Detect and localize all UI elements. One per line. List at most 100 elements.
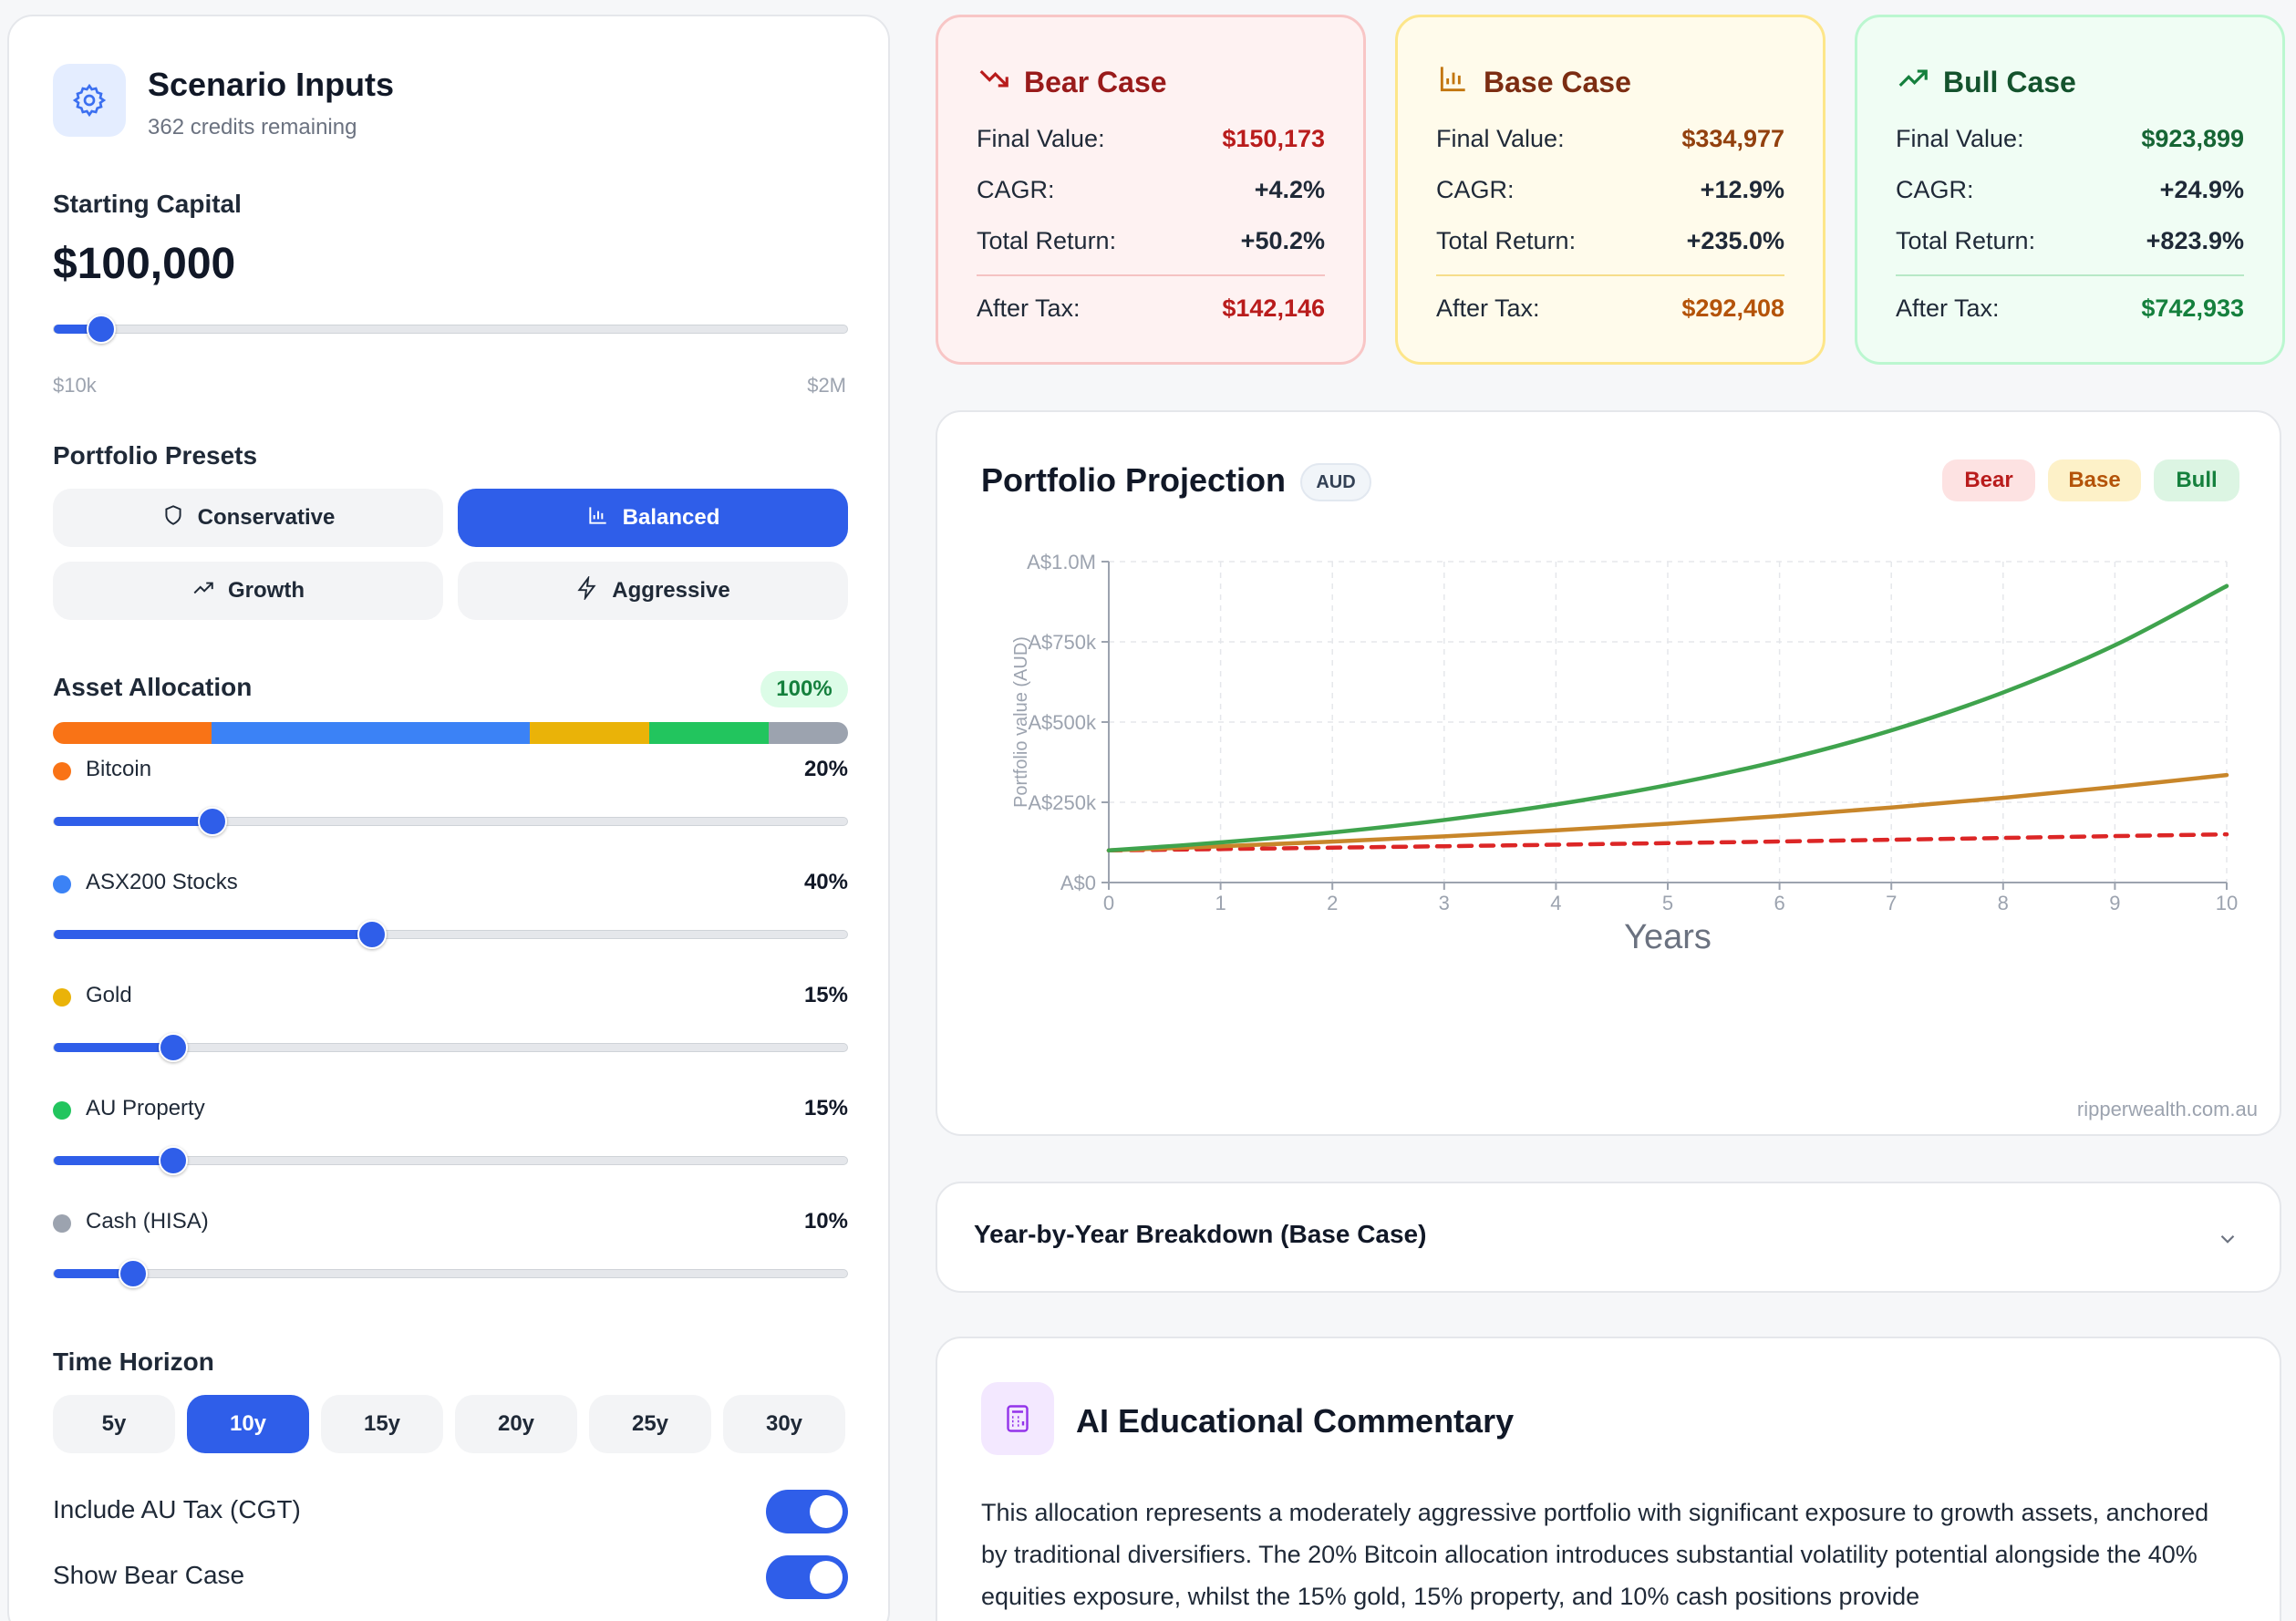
bear-final-value: $150,173 [1222,125,1325,152]
bull-final-value: $923,899 [2141,125,2244,152]
asset-color-dot [53,988,71,1007]
x-tick-label: 5 [1662,892,1673,914]
horizon-button-5y[interactable]: 5y [53,1395,175,1453]
bull-case-title: Bull Case [1943,65,2076,98]
allocation-segment [768,722,848,744]
bar-chart-icon [1436,61,1471,103]
asset-percent: 15% [803,1096,848,1120]
preset-label: Aggressive [612,578,730,603]
preset-growth-button[interactable]: Growth [53,562,443,620]
starting-capital-value: $100,000 [53,240,236,288]
asset-row: Gold 15% [53,979,848,1016]
lightning-icon [575,574,599,606]
asset-allocation-label: Asset Allocation [53,673,253,701]
final-value-label: Final Value: [977,125,1105,152]
total-return-label: Total Return: [1436,227,1577,254]
currency-badge: AUD [1300,463,1371,501]
series-line-bear [1106,831,2229,853]
gear-icon [53,64,126,137]
after-tax-label: After Tax: [977,294,1081,322]
bull-after-tax: $742,933 [2141,294,2244,322]
capital-slider-thumb[interactable] [87,315,117,344]
x-tick-label: 1 [1215,892,1226,914]
horizon-button-20y[interactable]: 20y [455,1395,577,1453]
x-tick-label: 2 [1327,892,1338,914]
trending-up-icon [1896,61,1930,103]
asset-slider-thumb[interactable] [357,920,387,949]
horizon-button-15y[interactable]: 15y [321,1395,443,1453]
preset-balanced-button[interactable]: Balanced [458,489,848,547]
x-tick-label: 6 [1774,892,1784,914]
asset-name: ASX200 Stocks [86,870,238,894]
horizon-button-10y[interactable]: 10y [187,1395,309,1453]
allocation-total-badge: 100% [760,671,848,707]
cagr-label: CAGR: [1896,176,1974,203]
asset-slider-thumb[interactable] [158,1033,188,1062]
asset-slider-fill [54,930,372,939]
preset-label: Balanced [622,505,720,530]
horizon-button-30y[interactable]: 30y [723,1395,845,1453]
x-tick-label: 4 [1550,892,1561,914]
chart-title: Portfolio Projection [981,461,1287,499]
preset-conservative-button[interactable]: Conservative [53,489,443,547]
commentary-text: This allocation represents a moderately … [981,1499,2209,1610]
bear-total-return: +50.2% [1240,227,1325,254]
asset-slider[interactable] [53,1033,848,1062]
asset-slider-thumb[interactable] [198,807,228,836]
capital-slider-fill [54,325,102,334]
legend-base[interactable]: Base [2048,459,2141,501]
asset-row: Cash (HISA) 10% [53,1205,848,1242]
watermark: ripperwealth.com.au [2076,1098,2258,1120]
asset-name: AU Property [86,1096,205,1120]
asset-slider-thumb[interactable] [119,1259,149,1288]
preset-aggressive-button[interactable]: Aggressive [458,562,848,620]
horizon-button-25y[interactable]: 25y [589,1395,711,1453]
total-return-label: Total Return: [977,227,1117,254]
show-bear-toggle[interactable] [766,1555,848,1599]
allocation-segment [530,722,649,744]
asset-slider[interactable] [53,1259,848,1288]
divider [1896,274,2244,276]
capital-slider[interactable] [53,315,848,344]
capital-min-label: $10k [53,374,97,397]
asset-slider[interactable] [53,807,848,836]
breakdown-title: Year-by-Year Breakdown (Base Case) [974,1220,1427,1248]
year-breakdown-accordion[interactable]: Year-by-Year Breakdown (Base Case) [936,1182,2281,1293]
chevron-down-icon[interactable] [2216,1227,2239,1251]
legend-bull[interactable]: Bull [2154,459,2239,501]
asset-slider-thumb[interactable] [158,1146,188,1175]
include-tax-toggle[interactable] [766,1490,848,1533]
bull-cagr: +24.9% [2159,176,2244,203]
asset-slider[interactable] [53,1146,848,1175]
asset-percent: 15% [803,983,848,1007]
preset-label: Conservative [197,505,336,530]
asset-name: Cash (HISA) [86,1209,209,1234]
portfolio-presets-label: Portfolio Presets [53,441,258,470]
x-tick-label: 8 [1998,892,2009,914]
asset-slider-fill [54,1269,134,1278]
legend-bear[interactable]: Bear [1942,459,2035,501]
series-line-base [1106,772,2229,853]
asset-slider-fill [54,1156,173,1165]
y-tick-label: A$0 [1060,872,1096,894]
x-tick-label: 10 [2216,892,2238,914]
x-axis-label: Years [1624,918,1712,956]
asset-name: Bitcoin [86,757,152,781]
scenario-inputs-panel: Scenario Inputs 362 credits remaining St… [7,15,890,1621]
panel-title: Scenario Inputs [148,66,395,103]
include-tax-label: Include AU Tax (CGT) [53,1495,301,1523]
allocation-segment [648,722,769,744]
starting-capital-label: Starting Capital [53,190,242,218]
allocation-bar [53,722,848,744]
allocation-segment [212,722,531,744]
asset-row: Bitcoin 20% [53,753,848,790]
asset-slider[interactable] [53,920,848,949]
portfolio-projection-panel: Portfolio Projection AUD Bear Base Bull … [936,410,2281,1136]
asset-percent: 40% [803,870,848,894]
asset-percent: 10% [803,1209,848,1234]
allocation-segment [53,722,212,744]
y-tick-label: A$500k [1028,711,1097,734]
x-tick-label: 7 [1886,892,1897,914]
base-case-card: Base Case Final Value: $334,977 CAGR: +12.… [1395,15,1825,365]
y-tick-label: A$750k [1028,631,1097,654]
